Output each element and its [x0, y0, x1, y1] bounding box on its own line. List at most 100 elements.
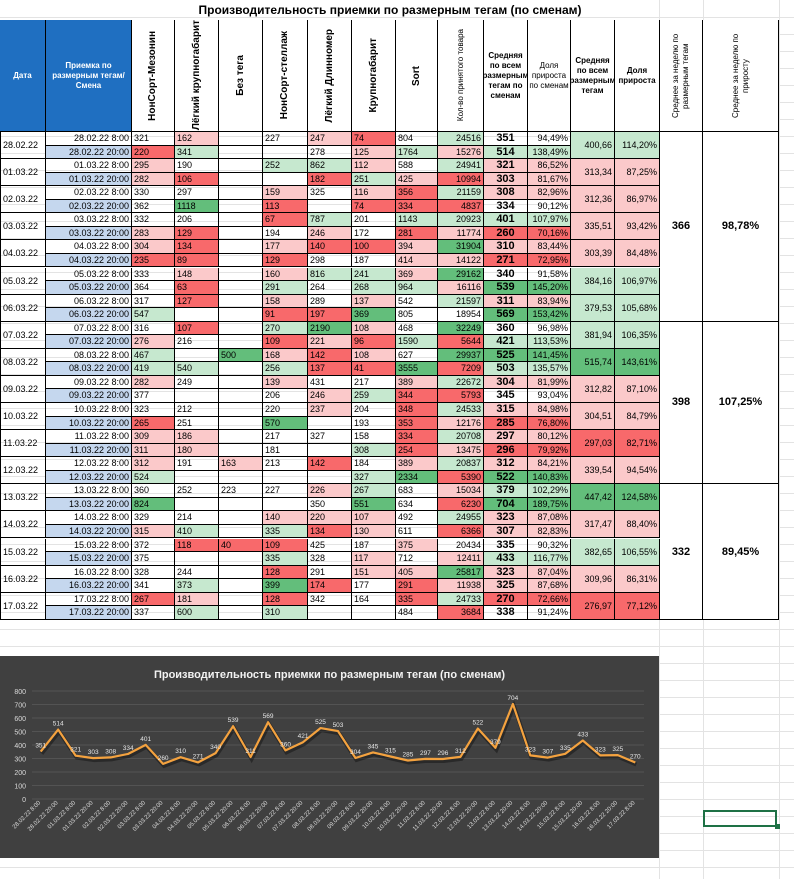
table-cell[interactable]: 377 — [132, 389, 175, 403]
table-cell[interactable]: 206 — [263, 389, 308, 403]
table-cell[interactable]: 310 — [484, 240, 528, 254]
table-cell[interactable] — [175, 497, 219, 512]
table-cell[interactable]: 127 — [175, 294, 219, 309]
day-growth-cell[interactable]: 87,25% — [615, 159, 660, 187]
table-cell[interactable]: 410 — [175, 524, 219, 539]
table-cell[interactable]: 341 — [132, 579, 175, 593]
table-cell[interactable]: 375 — [132, 552, 175, 566]
shift-cell[interactable]: 06.03.22 8:00 — [46, 294, 132, 309]
table-cell[interactable]: 503 — [484, 362, 528, 376]
table-cell[interactable]: 108 — [352, 348, 396, 363]
table-cell[interactable]: 321 — [484, 159, 528, 173]
table-cell[interactable]: 267 — [132, 592, 175, 607]
table-cell[interactable]: 220 — [308, 511, 352, 525]
table-cell[interactable]: 312 — [132, 457, 175, 471]
table-cell[interactable]: 74 — [352, 199, 396, 214]
table-cell[interactable] — [219, 592, 263, 607]
table-cell[interactable] — [219, 321, 263, 336]
table-cell[interactable]: 283 — [132, 226, 175, 241]
table-cell[interactable]: 334 — [396, 430, 438, 444]
table-cell[interactable]: 201 — [352, 213, 396, 227]
table-cell[interactable]: 425 — [308, 538, 352, 553]
table-cell[interactable] — [263, 470, 308, 485]
table-cell[interactable] — [219, 186, 263, 200]
table-cell[interactable]: 244 — [175, 565, 219, 580]
table-cell[interactable]: 611 — [396, 524, 438, 539]
selected-cell[interactable] — [703, 810, 777, 827]
table-cell[interactable]: 15276 — [438, 145, 484, 160]
table-cell[interactable]: 291 — [263, 281, 308, 295]
table-cell[interactable]: 12176 — [438, 416, 484, 431]
day-growth-cell[interactable]: 106,55% — [615, 538, 660, 566]
table-cell[interactable]: 83,44% — [528, 240, 571, 254]
table-cell[interactable]: 96,98% — [528, 321, 571, 336]
table-cell[interactable]: 260 — [484, 226, 528, 241]
table-cell[interactable]: 627 — [396, 348, 438, 363]
date-cell[interactable]: 13.03.22 — [0, 484, 46, 512]
table-cell[interactable]: 63 — [175, 281, 219, 295]
table-cell[interactable]: 87,08% — [528, 511, 571, 525]
table-cell[interactable]: 181 — [175, 592, 219, 607]
table-cell[interactable] — [219, 579, 263, 593]
table-cell[interactable]: 100 — [352, 240, 396, 254]
table-cell[interactable] — [219, 253, 263, 268]
date-cell[interactable]: 02.03.22 — [0, 186, 46, 214]
table-cell[interactable] — [219, 281, 263, 295]
table-cell[interactable]: 816 — [308, 267, 352, 282]
shift-cell[interactable]: 12.03.22 20:00 — [46, 470, 132, 485]
table-cell[interactable]: 235 — [132, 253, 175, 268]
table-cell[interactable]: 79,92% — [528, 443, 571, 458]
table-cell[interactable]: 193 — [352, 416, 396, 431]
day-growth-cell[interactable]: 77,12% — [615, 592, 660, 620]
table-cell[interactable]: 5793 — [438, 389, 484, 403]
table-cell[interactable]: 212 — [175, 403, 219, 417]
date-cell[interactable]: 09.03.22 — [0, 375, 46, 403]
table-cell[interactable]: 102,29% — [528, 484, 571, 498]
table-cell[interactable]: 329 — [132, 511, 175, 525]
table-cell[interactable]: 360 — [484, 321, 528, 336]
table-cell[interactable]: 270 — [484, 592, 528, 607]
week-growth-cell[interactable]: 107,25% — [703, 321, 779, 485]
week-growth-cell[interactable]: 98,78% — [703, 132, 779, 322]
table-cell[interactable]: 116,77% — [528, 552, 571, 566]
table-cell[interactable]: 264 — [308, 281, 352, 295]
table-cell[interactable] — [219, 213, 263, 227]
table-cell[interactable]: 214 — [175, 511, 219, 525]
table-cell[interactable]: 394 — [396, 240, 438, 254]
table-cell[interactable]: 600 — [175, 606, 219, 620]
table-cell[interactable]: 94,49% — [528, 132, 571, 146]
table-cell[interactable]: 401 — [484, 213, 528, 227]
table-cell[interactable]: 134 — [308, 524, 352, 539]
table-cell[interactable]: 109 — [263, 335, 308, 349]
table-cell[interactable]: 217 — [263, 430, 308, 444]
table-cell[interactable]: 142 — [308, 348, 352, 363]
table-cell[interactable]: 344 — [396, 389, 438, 403]
week-average-cell[interactable]: 366 — [660, 132, 703, 322]
day-growth-cell[interactable]: 106,35% — [615, 321, 660, 349]
table-cell[interactable]: 21597 — [438, 294, 484, 309]
table-cell[interactable]: 327 — [352, 470, 396, 485]
table-cell[interactable]: 31904 — [438, 240, 484, 254]
day-average-cell[interactable]: 313,34 — [571, 159, 615, 187]
table-cell[interactable] — [219, 199, 263, 214]
table-cell[interactable]: 6366 — [438, 524, 484, 539]
table-cell[interactable]: 569 — [484, 308, 528, 322]
table-cell[interactable]: 249 — [175, 375, 219, 390]
table-cell[interactable] — [219, 132, 263, 146]
table-cell[interactable]: 5390 — [438, 470, 484, 485]
table-cell[interactable]: 267 — [352, 484, 396, 498]
table-cell[interactable]: 86,52% — [528, 159, 571, 173]
table-cell[interactable]: 113,53% — [528, 335, 571, 349]
table-cell[interactable]: 634 — [396, 497, 438, 512]
week-average-cell[interactable]: 332 — [660, 484, 703, 620]
table-cell[interactable]: 67 — [263, 213, 308, 227]
table-cell[interactable]: 72,66% — [528, 592, 571, 607]
table-cell[interactable]: 141,45% — [528, 348, 571, 363]
table-cell[interactable]: 271 — [484, 253, 528, 268]
table-cell[interactable] — [308, 470, 352, 485]
table-cell[interactable]: 177 — [263, 240, 308, 254]
table-cell[interactable]: 12411 — [438, 552, 484, 566]
table-cell[interactable]: 468 — [396, 321, 438, 336]
table-cell[interactable]: 369 — [396, 267, 438, 282]
table-cell[interactable]: 522 — [484, 470, 528, 485]
